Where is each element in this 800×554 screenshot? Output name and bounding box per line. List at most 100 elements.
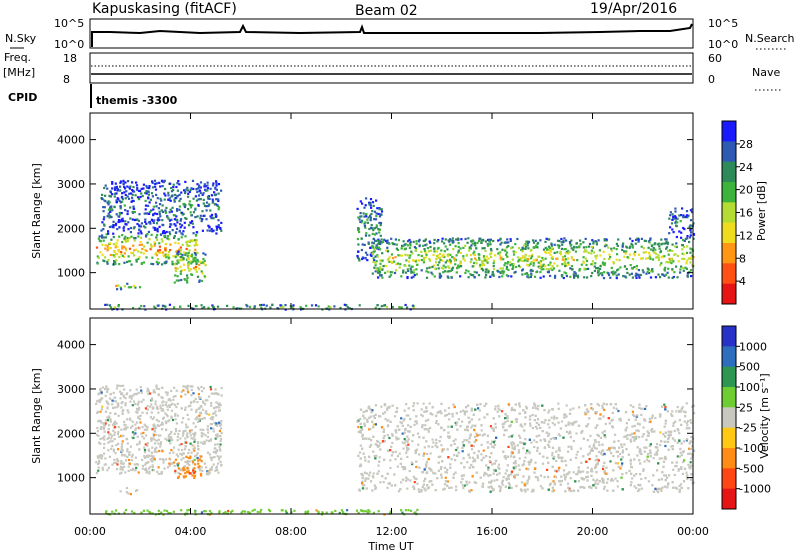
power-cell <box>371 241 374 244</box>
power-cell <box>181 211 184 214</box>
velocity-cell <box>494 422 497 426</box>
power-cell <box>612 262 615 265</box>
power-cell <box>205 218 208 221</box>
velocity-cell <box>651 427 654 431</box>
velocity-cell <box>172 451 175 454</box>
power-cell <box>669 211 672 214</box>
velocity-cell <box>658 457 661 460</box>
velocity-cell <box>575 432 578 435</box>
power-cell <box>364 234 368 237</box>
power-cell <box>610 249 613 252</box>
velocity-cell <box>176 439 179 442</box>
power-cell <box>120 253 123 256</box>
velocity-cell <box>134 402 137 405</box>
power-cell <box>499 258 503 261</box>
power-cell <box>521 273 524 276</box>
velocity-cell <box>212 416 215 419</box>
velocity-cell <box>112 406 115 410</box>
power-cell <box>379 224 382 227</box>
velocity-cell <box>487 466 490 469</box>
velocity-cell <box>116 384 119 387</box>
power-cell <box>413 274 416 277</box>
velocity-cell <box>173 464 176 467</box>
velocity-cell <box>143 451 147 454</box>
velocity-cell <box>109 412 112 415</box>
power-cell <box>377 276 380 279</box>
velocity-cell <box>215 401 218 404</box>
power-cell <box>492 274 495 277</box>
power-cell <box>216 204 219 207</box>
power-cell <box>183 268 186 272</box>
power-cell <box>129 217 132 220</box>
velocity-cell <box>640 487 643 490</box>
velocity-cell <box>131 455 134 458</box>
power-cell <box>188 244 191 247</box>
velocity-cell <box>528 438 531 441</box>
velocity-cell <box>534 461 537 464</box>
velocity-cell <box>661 486 664 489</box>
velocity-cell <box>440 426 443 429</box>
velocity-cell <box>147 448 150 451</box>
velocity-cell <box>636 454 639 457</box>
velocity-cell <box>623 435 626 438</box>
power-cell <box>507 241 510 244</box>
velocity-cell <box>196 456 199 460</box>
power-cell <box>148 212 151 215</box>
power-cell <box>194 248 197 251</box>
power-cell <box>591 239 594 242</box>
velocity-cell <box>415 420 418 423</box>
velocity-cell <box>491 445 494 448</box>
velocity-cell <box>412 475 415 478</box>
power-cell <box>202 214 205 217</box>
velocity-cell <box>181 421 184 424</box>
power-cell <box>107 259 110 262</box>
velocity-cell <box>130 395 133 398</box>
velocity-cell <box>403 438 406 441</box>
power-cell <box>433 275 436 278</box>
power-cell <box>165 206 168 209</box>
power-cell <box>389 274 393 277</box>
power-cell <box>151 256 154 259</box>
velocity-cell <box>580 461 583 464</box>
power-cell <box>415 249 418 252</box>
power-cell <box>284 308 287 311</box>
velocity-cell <box>483 471 486 475</box>
power-cell <box>460 265 463 268</box>
velocity-cell <box>532 406 535 409</box>
power-cell <box>138 286 142 289</box>
velocity-cell <box>215 465 218 468</box>
power-cell <box>212 182 215 185</box>
velocity-cell <box>105 386 108 389</box>
velocity-cell <box>423 452 426 455</box>
velocity-cell <box>416 482 419 485</box>
power-cell <box>668 261 671 264</box>
velocity-cell <box>174 471 177 474</box>
power-cell <box>374 218 378 221</box>
power-cell <box>203 306 206 309</box>
velocity-cell <box>119 472 122 475</box>
velocity-cell <box>170 409 174 412</box>
power-cell <box>407 269 410 272</box>
power-cell <box>497 270 500 273</box>
power-cell <box>116 228 119 231</box>
velocity-cell <box>216 424 219 427</box>
velocity-cell <box>98 392 101 395</box>
power-cell <box>195 242 198 245</box>
velocity-cell <box>126 426 129 429</box>
velocity-cell <box>669 433 672 437</box>
power-cell <box>155 193 158 196</box>
power-cell <box>201 218 204 221</box>
velocity-cell <box>557 407 560 410</box>
velocity-cell <box>218 402 221 405</box>
power-cell <box>448 240 451 243</box>
power-cell <box>439 252 442 255</box>
velocity-cell <box>121 466 124 469</box>
power-cell <box>404 271 408 274</box>
power-cell <box>114 262 117 265</box>
power-cell <box>438 256 441 259</box>
velocity-cell <box>217 402 220 405</box>
velocity-cell <box>137 408 140 411</box>
power-cell <box>182 251 186 254</box>
velocity-cell <box>101 386 105 389</box>
power-cell <box>357 250 360 253</box>
